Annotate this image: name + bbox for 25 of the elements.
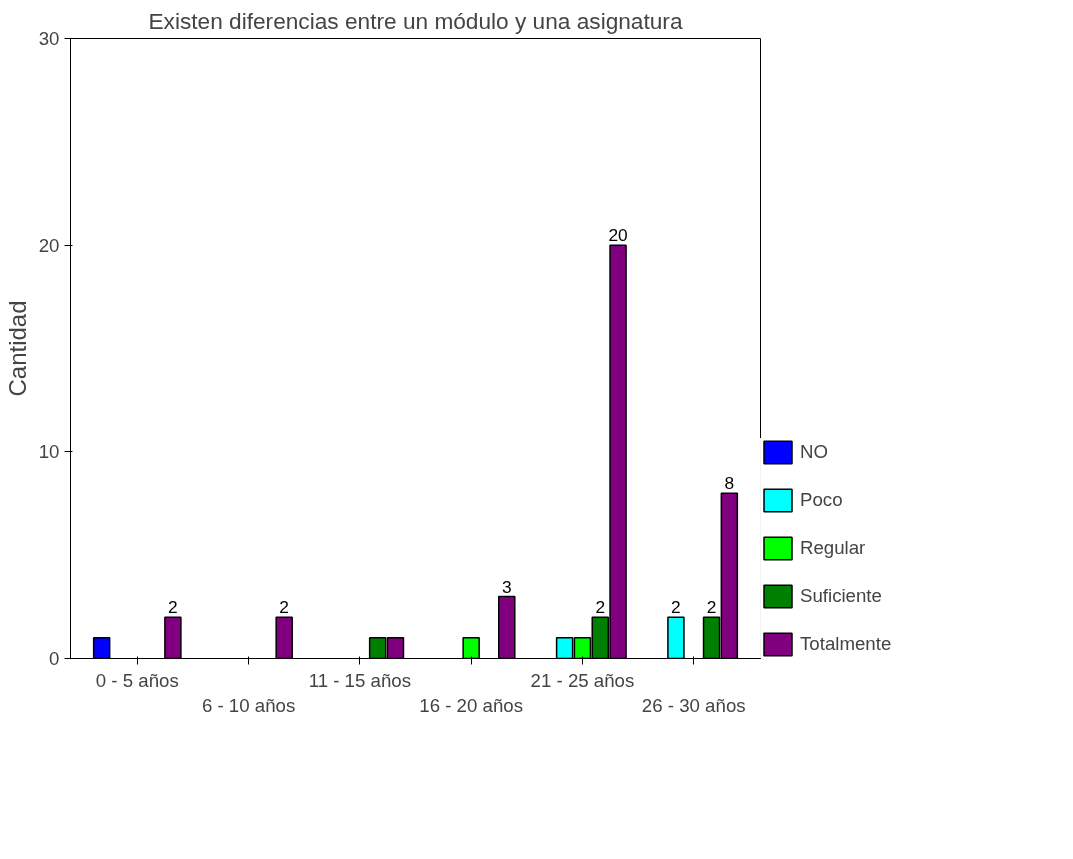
data-label: 2	[168, 597, 178, 618]
x-tick-label: 21 - 25 años	[530, 669, 635, 691]
data-label: 20	[608, 225, 628, 246]
x-tick-label: 11 - 15 años	[308, 669, 412, 691]
y-tick-label: 30	[38, 28, 60, 49]
y-axis-title: Cantidad	[3, 300, 31, 397]
x-tick-label: 16 - 20 años	[419, 694, 524, 716]
x-tick-label: 6 - 10 años	[201, 694, 296, 716]
data-label: 3	[501, 576, 512, 597]
legend-label: Suficiente	[800, 585, 882, 607]
y-tick-label: 10	[38, 441, 60, 463]
data-label: 2	[279, 597, 289, 618]
y-tick-label: 0	[49, 648, 60, 669]
data-label: 8	[724, 473, 735, 494]
legend-label: Totalmente	[800, 633, 892, 655]
data-label: 2	[706, 597, 717, 618]
legend-label: NO	[800, 441, 828, 463]
legend-label: Poco	[800, 489, 843, 511]
y-tick-label: 20	[38, 234, 60, 256]
data-label: 2	[595, 597, 606, 618]
chart-title: Existen diferencias entre un módulo y una asignatura	[148, 7, 683, 34]
data-label: 2	[671, 597, 681, 618]
x-tick-label: 0 - 5 años	[95, 669, 179, 691]
x-tick-label: 26 - 30 años	[641, 694, 746, 716]
legend-label: Regular	[800, 537, 866, 559]
